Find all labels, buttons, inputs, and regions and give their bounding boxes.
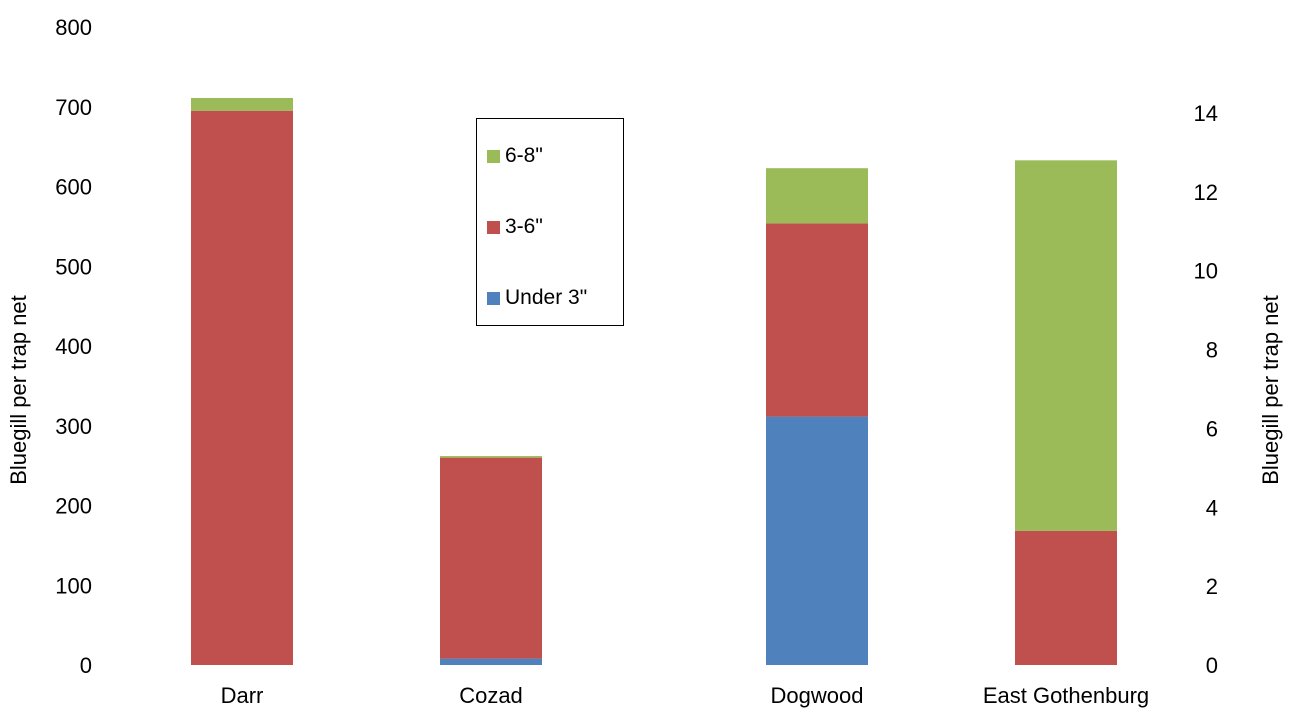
category-label: Dogwood bbox=[771, 683, 864, 708]
right-axis-title: Bluegill per trap net bbox=[1258, 295, 1283, 485]
legend-label-under-3: Under 3" bbox=[505, 286, 588, 309]
bar-dogwood-series-1 bbox=[766, 223, 868, 417]
left-tick-label: 700 bbox=[55, 95, 92, 120]
legend-item-6-8: 6-8" bbox=[487, 143, 543, 169]
category-labels: Darr Cozad Dogwood East Gothenburg bbox=[221, 683, 1150, 708]
legend-label-6-8: 6-8" bbox=[505, 144, 543, 167]
right-tick-label: 4 bbox=[1206, 495, 1218, 520]
bar-dogwood-series-0 bbox=[766, 416, 868, 665]
bar-cozad-series-1 bbox=[440, 457, 542, 659]
legend: 6-8" 3-6" Under 3" bbox=[476, 118, 624, 326]
bar-east-gothenburg-series-2 bbox=[1015, 160, 1117, 531]
bar-darr-series-2 bbox=[191, 97, 293, 111]
left-axis-ticks: 0 100 200 300 400 500 600 700 800 bbox=[55, 15, 92, 678]
left-tick-label: 800 bbox=[55, 15, 92, 40]
bar-dogwood-series-2 bbox=[766, 168, 868, 224]
right-tick-label: 14 bbox=[1194, 101, 1218, 126]
legend-label-3-6: 3-6" bbox=[505, 215, 543, 238]
category-label: Darr bbox=[221, 683, 264, 708]
right-axis-ticks: 0 2 4 6 8 10 12 14 bbox=[1194, 101, 1218, 678]
legend-swatch-under-3 bbox=[487, 291, 500, 305]
left-tick-label: 500 bbox=[55, 254, 92, 279]
legend-swatch-6-8 bbox=[487, 149, 500, 163]
left-tick-label: 600 bbox=[55, 175, 92, 200]
right-tick-label: 8 bbox=[1206, 338, 1218, 363]
left-tick-label: 200 bbox=[55, 494, 92, 519]
right-tick-label: 2 bbox=[1206, 574, 1218, 599]
bar-east-gothenburg-series-1 bbox=[1015, 530, 1117, 665]
category-label: East Gothenburg bbox=[983, 683, 1149, 708]
right-tick-label: 0 bbox=[1206, 653, 1218, 678]
legend-item-under-3: Under 3" bbox=[487, 285, 587, 311]
left-axis-title: Bluegill per trap net bbox=[6, 295, 31, 485]
left-tick-label: 0 bbox=[80, 653, 92, 678]
right-tick-label: 10 bbox=[1194, 259, 1218, 284]
category-label: Cozad bbox=[459, 683, 523, 708]
left-tick-label: 400 bbox=[55, 334, 92, 359]
bars bbox=[191, 97, 1117, 666]
bar-cozad-series-2 bbox=[440, 456, 542, 458]
legend-swatch-3-6 bbox=[487, 220, 500, 234]
bar-darr-series-1 bbox=[191, 110, 293, 666]
right-tick-label: 12 bbox=[1194, 180, 1218, 205]
left-tick-label: 100 bbox=[55, 573, 92, 598]
right-tick-label: 6 bbox=[1206, 416, 1218, 441]
legend-item-3-6: 3-6" bbox=[487, 214, 543, 240]
bar-cozad-series-0 bbox=[440, 658, 542, 665]
left-tick-label: 300 bbox=[55, 414, 92, 439]
